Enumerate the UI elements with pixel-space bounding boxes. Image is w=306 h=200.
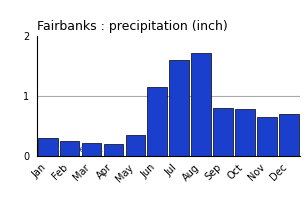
Bar [279,114,299,156]
Bar [235,109,255,156]
Bar [191,53,211,156]
Bar [147,87,167,156]
Bar [213,108,233,156]
Text: Fairbanks : precipitation (inch): Fairbanks : precipitation (inch) [37,20,227,33]
Text: www.allmetsat.com: www.allmetsat.com [39,145,121,154]
Bar [125,135,145,156]
Bar [38,138,58,156]
Bar [104,144,123,156]
Bar [82,143,101,156]
Bar [257,117,277,156]
Bar [60,141,80,156]
Bar [170,60,189,156]
